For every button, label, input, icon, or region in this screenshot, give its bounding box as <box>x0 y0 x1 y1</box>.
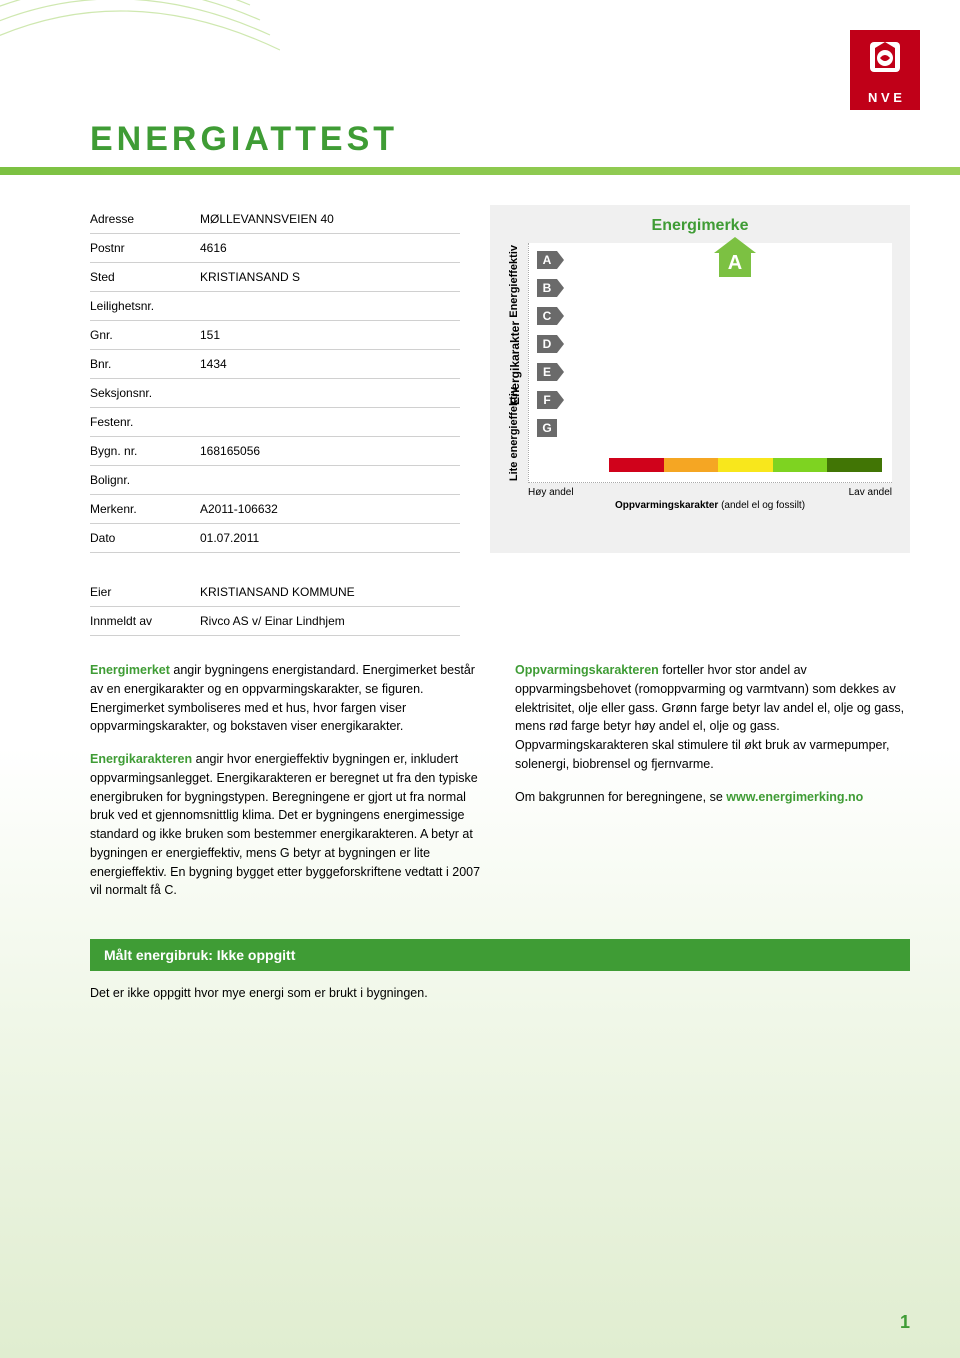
property-value <box>200 386 460 400</box>
property-label: Seksjonsnr. <box>90 386 200 400</box>
y-axis-bottom-label: Lite energieffektiv <box>508 387 520 481</box>
letter-badge: D <box>537 335 557 353</box>
property-row: Bolignr. <box>90 466 460 495</box>
letter-row-b: B <box>537 279 557 297</box>
property-value: 4616 <box>200 241 460 255</box>
color-segment <box>718 458 773 472</box>
property-value: 01.07.2011 <box>200 531 460 545</box>
letter-badge: G <box>537 419 557 437</box>
letter-badge: A <box>537 251 557 269</box>
property-table: AdresseMØLLEVANNSVEIEN 40Postnr4616StedK… <box>90 205 460 553</box>
chart-plot-area: ABCDEFGA <box>528 243 892 483</box>
color-segment <box>773 458 828 472</box>
rating-house-icon: A <box>714 237 756 277</box>
property-value <box>200 473 460 487</box>
nve-logo: N V E <box>850 30 920 110</box>
property-row: StedKRISTIANSAND S <box>90 263 460 292</box>
property-row: Bygn. nr.168165056 <box>90 437 460 466</box>
property-value: 1434 <box>200 357 460 371</box>
energimerking-link[interactable]: www.energimerking.no <box>726 790 863 804</box>
property-label: Bygn. nr. <box>90 444 200 458</box>
svg-text:A: A <box>728 252 742 274</box>
owner-value: KRISTIANSAND KOMMUNE <box>200 585 460 599</box>
property-value: A2011-106632 <box>200 502 460 516</box>
owner-row: Innmeldt avRivco AS v/ Einar Lindhjem <box>90 607 460 636</box>
property-value: MØLLEVANNSVEIEN 40 <box>200 212 460 226</box>
property-value <box>200 415 460 429</box>
page-title: ENERGIATTEST <box>90 120 910 159</box>
property-value <box>200 299 460 313</box>
svg-text:N V E: N V E <box>868 90 902 105</box>
section-text: Det er ikke oppgitt hvor mye energi som … <box>90 986 470 1000</box>
x-left-label: Høy andel <box>528 487 574 498</box>
property-row: Festenr. <box>90 408 460 437</box>
chart-y-axis: Energieffektiv Energikarakter Lite energ… <box>508 243 528 483</box>
color-bar <box>609 458 882 472</box>
energikarakteren-heading: Energikarakteren <box>90 752 192 766</box>
letter-row-f: F <box>537 391 557 409</box>
property-label: Postnr <box>90 241 200 255</box>
letter-badge: B <box>537 279 557 297</box>
letter-row-d: D <box>537 335 557 353</box>
property-label: Sted <box>90 270 200 284</box>
energy-chart: Energimerke Energieffektiv Energikarakte… <box>490 205 910 553</box>
property-label: Merkenr. <box>90 502 200 516</box>
letter-row-a: A <box>537 251 557 269</box>
color-segment <box>664 458 719 472</box>
page-number: 1 <box>900 1312 910 1333</box>
color-segment <box>609 458 664 472</box>
right-text-column: Oppvarmingskarakteren forteller hvor sto… <box>515 661 910 914</box>
x-axis-caption: Oppvarmingskarakter (andel el og fossilt… <box>508 500 892 511</box>
property-label: Adresse <box>90 212 200 226</box>
x-axis-labels: Høy andel Lav andel <box>508 487 892 498</box>
x-right-label: Lav andel <box>849 487 892 498</box>
property-label: Gnr. <box>90 328 200 342</box>
color-segment <box>827 458 882 472</box>
header-green-bar <box>0 167 960 175</box>
owner-value: Rivco AS v/ Einar Lindhjem <box>200 614 460 628</box>
owner-table: EierKRISTIANSAND KOMMUNEInnmeldt avRivco… <box>90 578 910 636</box>
letter-row-g: G <box>537 419 557 437</box>
y-axis-top-label: Energieffektiv <box>508 245 520 318</box>
property-value: 168165056 <box>200 444 460 458</box>
owner-label: Innmeldt av <box>90 614 200 628</box>
property-label: Dato <box>90 531 200 545</box>
energimerket-heading: Energimerket <box>90 663 170 677</box>
property-row: Merkenr.A2011-106632 <box>90 495 460 524</box>
owner-row: EierKRISTIANSAND KOMMUNE <box>90 578 460 607</box>
property-row: Bnr.1434 <box>90 350 460 379</box>
oppvarmingskarakteren-heading: Oppvarmingskarakteren <box>515 663 659 677</box>
section-bar: Målt energibruk: Ikke oppgitt <box>90 939 910 971</box>
property-row: Seksjonsnr. <box>90 379 460 408</box>
property-label: Festenr. <box>90 415 200 429</box>
property-label: Bnr. <box>90 357 200 371</box>
property-label: Bolignr. <box>90 473 200 487</box>
letter-row-e: E <box>537 363 557 381</box>
property-label: Leilighetsnr. <box>90 299 200 313</box>
letter-badge: C <box>537 307 557 325</box>
property-row: AdresseMØLLEVANNSVEIEN 40 <box>90 205 460 234</box>
letter-row-c: C <box>537 307 557 325</box>
letter-badge: F <box>537 391 557 409</box>
owner-label: Eier <box>90 585 200 599</box>
chart-title: Energimerke <box>508 217 892 235</box>
property-value: KRISTIANSAND S <box>200 270 460 284</box>
property-value: 151 <box>200 328 460 342</box>
property-row: Postnr4616 <box>90 234 460 263</box>
letter-badge: E <box>537 363 557 381</box>
left-text-column: Energimerket angir bygningens energistan… <box>90 661 485 914</box>
property-row: Gnr.151 <box>90 321 460 350</box>
property-row: Leilighetsnr. <box>90 292 460 321</box>
property-row: Dato01.07.2011 <box>90 524 460 553</box>
